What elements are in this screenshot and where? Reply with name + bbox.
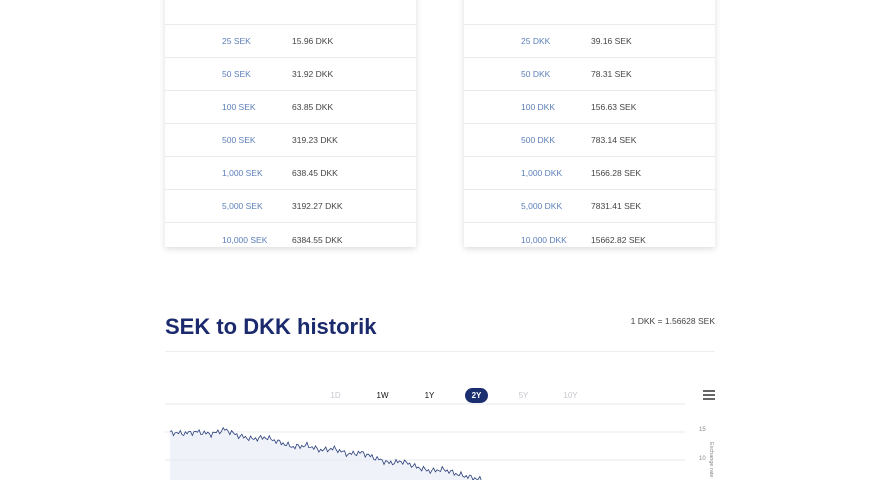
sek-to-dkk-table: 25 SEK 15.96 DKK 50 SEK 31.92 DKK 100 SEK 6… (165, 0, 416, 247)
table-row: 10,000 DKK 15662.82 SEK (464, 223, 715, 256)
amount-link[interactable]: 5,000 SEK (222, 201, 263, 211)
history-chart: 15 10 Exchange rate (165, 403, 714, 480)
range-2y-button[interactable]: 2Y (453, 387, 500, 404)
table-row: 50 SEK 31.92 DKK (165, 58, 416, 91)
y-tick-label: 10 (699, 456, 706, 462)
exchange-rate-text: 1 DKK = 1.56628 SEK (630, 316, 715, 326)
range-1y-button[interactable]: 1Y (424, 391, 435, 400)
amount-link[interactable]: 1,000 DKK (521, 168, 563, 178)
converted-value: 319.23 DKK (292, 135, 338, 145)
page-title: SEK to DKK historik (165, 314, 377, 339)
dkk-to-sek-table: 25 DKK 39.16 SEK 50 DKK 78.31 SEK 100 DKK 1… (464, 0, 715, 247)
range-5y-button[interactable]: 5Y (518, 391, 529, 400)
table-row: 25 DKK 39.16 SEK (464, 25, 715, 58)
converted-value: 15662.82 SEK (591, 234, 646, 245)
converted-value: 63.85 DKK (292, 102, 334, 112)
amount-link[interactable]: 500 SEK (222, 135, 256, 145)
table-row: 5,000 DKK 7831.41 SEK (464, 190, 715, 223)
table-row (165, 0, 416, 25)
table-row (464, 0, 715, 25)
amount-link[interactable]: 100 DKK (521, 102, 556, 112)
table-row: 500 SEK 319.23 DKK (165, 124, 416, 157)
range-selector: 1D 1W 1Y 2Y 5Y 10Y (312, 387, 594, 404)
amount-link[interactable]: 25 DKK (521, 36, 551, 46)
divider (165, 351, 715, 352)
converted-value: 638.45 DKK (292, 168, 338, 178)
y-tick-label: 15 (699, 427, 706, 433)
chart-area (170, 427, 482, 480)
table-row: 25 SEK 15.96 DKK (165, 25, 416, 58)
converted-value: 783.14 SEK (591, 135, 637, 145)
converted-value: 156.63 SEK (591, 102, 637, 112)
table-row: 10,000 SEK 6384.55 DKK (165, 223, 416, 256)
table-row: 500 DKK 783.14 SEK (464, 124, 715, 157)
table-row: 50 DKK 78.31 SEK (464, 58, 715, 91)
chart-series-line (169, 426, 482, 480)
converted-value: 3192.27 DKK (292, 201, 343, 211)
converted-value: 15.96 DKK (292, 36, 334, 46)
amount-link[interactable]: 500 DKK (521, 135, 556, 145)
range-1d-button[interactable]: 1D (330, 391, 341, 400)
amount-link[interactable]: 1,000 SEK (222, 168, 263, 178)
amount-link[interactable]: 10,000 SEK (222, 234, 268, 245)
table-row: 1,000 SEK 638.45 DKK (165, 157, 416, 190)
amount-link[interactable]: 100 SEK (222, 102, 256, 112)
converted-value: 78.31 SEK (591, 69, 632, 79)
y-axis-label: Exchange rate (708, 442, 714, 477)
amount-link[interactable]: 25 SEK (222, 36, 251, 46)
converted-value: 1566.28 SEK (591, 168, 642, 178)
amount-link[interactable]: 50 SEK (222, 69, 251, 79)
table-row: 100 DKK 156.63 SEK (464, 91, 715, 124)
range-1w-button[interactable]: 1W (376, 391, 389, 400)
hamburger-menu-icon[interactable] (703, 390, 715, 402)
converted-value: 7831.41 SEK (591, 201, 642, 211)
amount-link[interactable]: 10,000 DKK (521, 234, 567, 245)
converted-value: 6384.55 DKK (292, 234, 343, 245)
table-row: 1,000 DKK 1566.28 SEK (464, 157, 715, 190)
range-10y-button[interactable]: 10Y (563, 391, 578, 400)
table-row: 5,000 SEK 3192.27 DKK (165, 190, 416, 223)
converted-value: 31.92 DKK (292, 69, 334, 79)
amount-link[interactable]: 50 DKK (521, 69, 551, 79)
amount-link[interactable]: 5,000 DKK (521, 201, 563, 211)
converted-value: 39.16 SEK (591, 36, 632, 46)
table-row: 100 SEK 63.85 DKK (165, 91, 416, 124)
